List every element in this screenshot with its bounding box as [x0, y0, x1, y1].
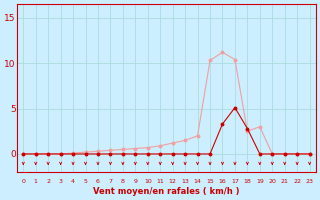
X-axis label: Vent moyen/en rafales ( km/h ): Vent moyen/en rafales ( km/h )	[93, 187, 240, 196]
